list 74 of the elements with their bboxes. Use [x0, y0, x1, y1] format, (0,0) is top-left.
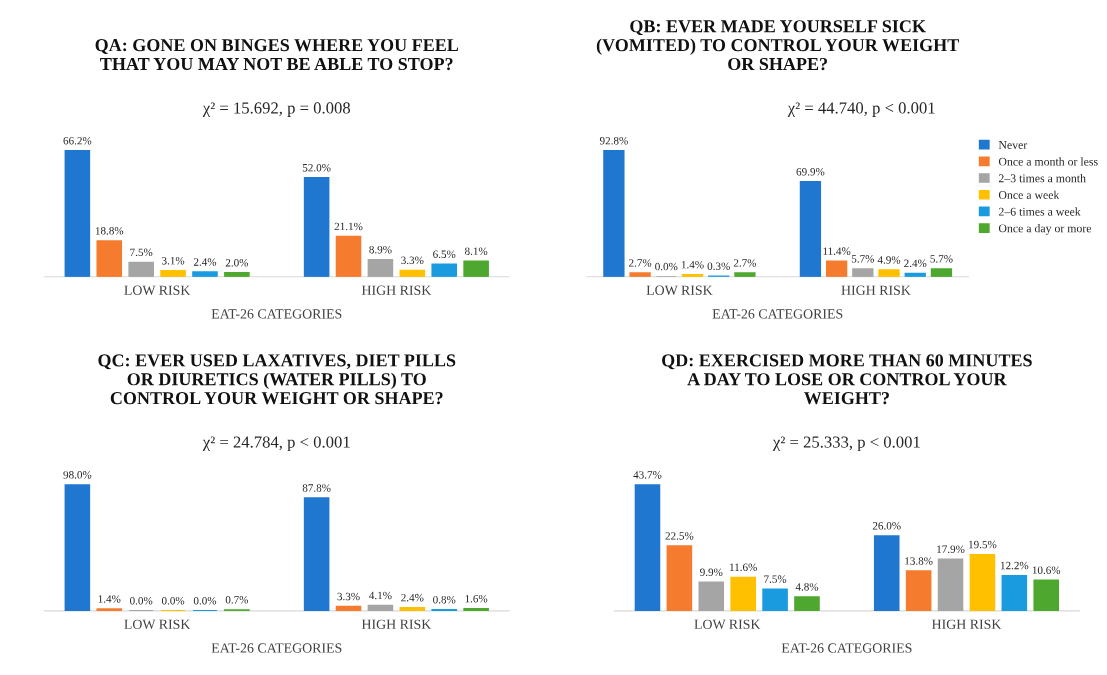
data-label: 3.3% — [401, 256, 424, 265]
legend-label: Once a week — [998, 190, 1060, 199]
data-label: 8.9% — [369, 245, 392, 254]
x-axis-title: EAT-26 CATEGORIES — [211, 643, 342, 653]
data-label: 4.9% — [877, 256, 901, 264]
data-label: 13.8% — [905, 557, 933, 565]
data-label: 2.4% — [401, 593, 424, 602]
data-label: 5.7% — [851, 255, 875, 263]
data-label: 18.8% — [95, 227, 124, 235]
chart-subtitle: χ² = 25.333, p < 0.001 — [772, 436, 920, 452]
data-label: 7.5% — [130, 248, 153, 257]
data-label: 0.0% — [193, 596, 217, 605]
x-tick-label: LOW RISK — [646, 285, 713, 295]
x-tick-label: HIGH RISK — [361, 619, 432, 629]
data-label: 0.3% — [707, 262, 730, 270]
chart-subtitle: χ² = 15.692, p = 0.008 — [202, 102, 351, 117]
chart-title: QB: EVER MADE YOURSELF SICK (VOMITED) TO CONTROL YOUR WEIGHT OR SHAPE? — [596, 20, 959, 71]
data-label: 98.0% — [63, 471, 92, 479]
data-label: 2.0% — [225, 259, 249, 267]
data-label: 92.8% — [599, 136, 628, 145]
data-label: 5.7% — [930, 255, 953, 263]
chart-title: QC: EVER USED LAXATIVES, DIET PILLS OR DIURETICS (WATER PILLS) TO CONTROL YOUR WEIGHT OR SHAPE? — [98, 354, 456, 405]
data-label: 1.6% — [465, 594, 488, 603]
x-axis-title: EAT-26 CATEGORIES — [781, 643, 912, 653]
data-label: 4.1% — [369, 591, 392, 600]
data-label: 3.1% — [162, 256, 185, 265]
data-label: 4.8% — [795, 583, 819, 591]
data-label: 9.9% — [700, 568, 723, 576]
data-label: 0.0% — [655, 262, 678, 271]
data-label: 3.3% — [337, 592, 360, 601]
data-label: 22.5% — [665, 532, 694, 540]
data-label: 2.7% — [629, 259, 652, 267]
data-label: 17.9% — [937, 545, 965, 553]
data-label: 66.2% — [63, 136, 92, 145]
data-label: 11.6% — [730, 563, 757, 572]
data-label: 2.7% — [733, 259, 757, 267]
data-label: 1.4% — [98, 595, 121, 603]
chart-subtitle: χ² = 24.784, p < 0.001 — [202, 436, 350, 452]
data-label: 8.1% — [464, 247, 488, 255]
data-label: 0.8% — [433, 595, 456, 604]
chart-title: QA: GONE ON BINGES WHERE YOU FEEL THAT YOU MAY NOT BE ABLE TO STOP? — [95, 39, 459, 71]
x-axis-title: EAT-26 CATEGORIES — [211, 309, 342, 319]
legend-label: Once a month or less — [998, 157, 1098, 166]
x-tick-label: LOW RISK — [694, 619, 761, 630]
data-label: 43.7% — [633, 471, 662, 479]
data-label: 2.4% — [193, 258, 217, 266]
x-tick-label: LOW RISK — [124, 285, 191, 295]
data-label: 12.2% — [1000, 561, 1029, 570]
x-tick-label: HIGH RISK — [931, 619, 1002, 629]
data-label: 0.0% — [130, 596, 153, 605]
chart-title: QD: EXERCISED MORE THAN 60 MINUTES A DAY TO LOSE OR CONTROL YOUR WEIGHT? — [662, 354, 1032, 405]
data-label: 10.6% — [1032, 566, 1061, 574]
x-tick-label: HIGH RISK — [841, 285, 911, 295]
legend-label: Once a day or more — [998, 224, 1092, 235]
data-label: 87.8% — [302, 484, 331, 492]
data-label: 6.5% — [433, 250, 456, 259]
data-label: 2.4% — [904, 259, 927, 268]
x-tick-label: HIGH RISK — [361, 285, 432, 295]
legend-label: 2–3 times a month — [998, 173, 1086, 183]
data-label: 26.0% — [872, 522, 901, 530]
data-label: 1.4% — [681, 260, 704, 269]
data-label: 0.7% — [225, 596, 249, 604]
data-label: 69.9% — [796, 168, 825, 176]
data-label: 21.1% — [334, 222, 363, 231]
x-tick-label: LOW RISK — [124, 619, 191, 630]
legend-label: Never — [998, 141, 1028, 149]
x-axis-title: EAT-26 CATEGORIES — [712, 309, 843, 319]
data-label: 19.5% — [969, 540, 997, 549]
data-label: 11.4% — [823, 247, 851, 255]
legend-label: 2–6 times a week — [998, 207, 1081, 216]
data-label: 0.0% — [161, 596, 185, 605]
chart-subtitle: χ² = 44.740, p < 0.001 — [787, 102, 935, 117]
data-label: 52.0% — [302, 163, 331, 172]
data-label: 7.5% — [764, 575, 787, 583]
